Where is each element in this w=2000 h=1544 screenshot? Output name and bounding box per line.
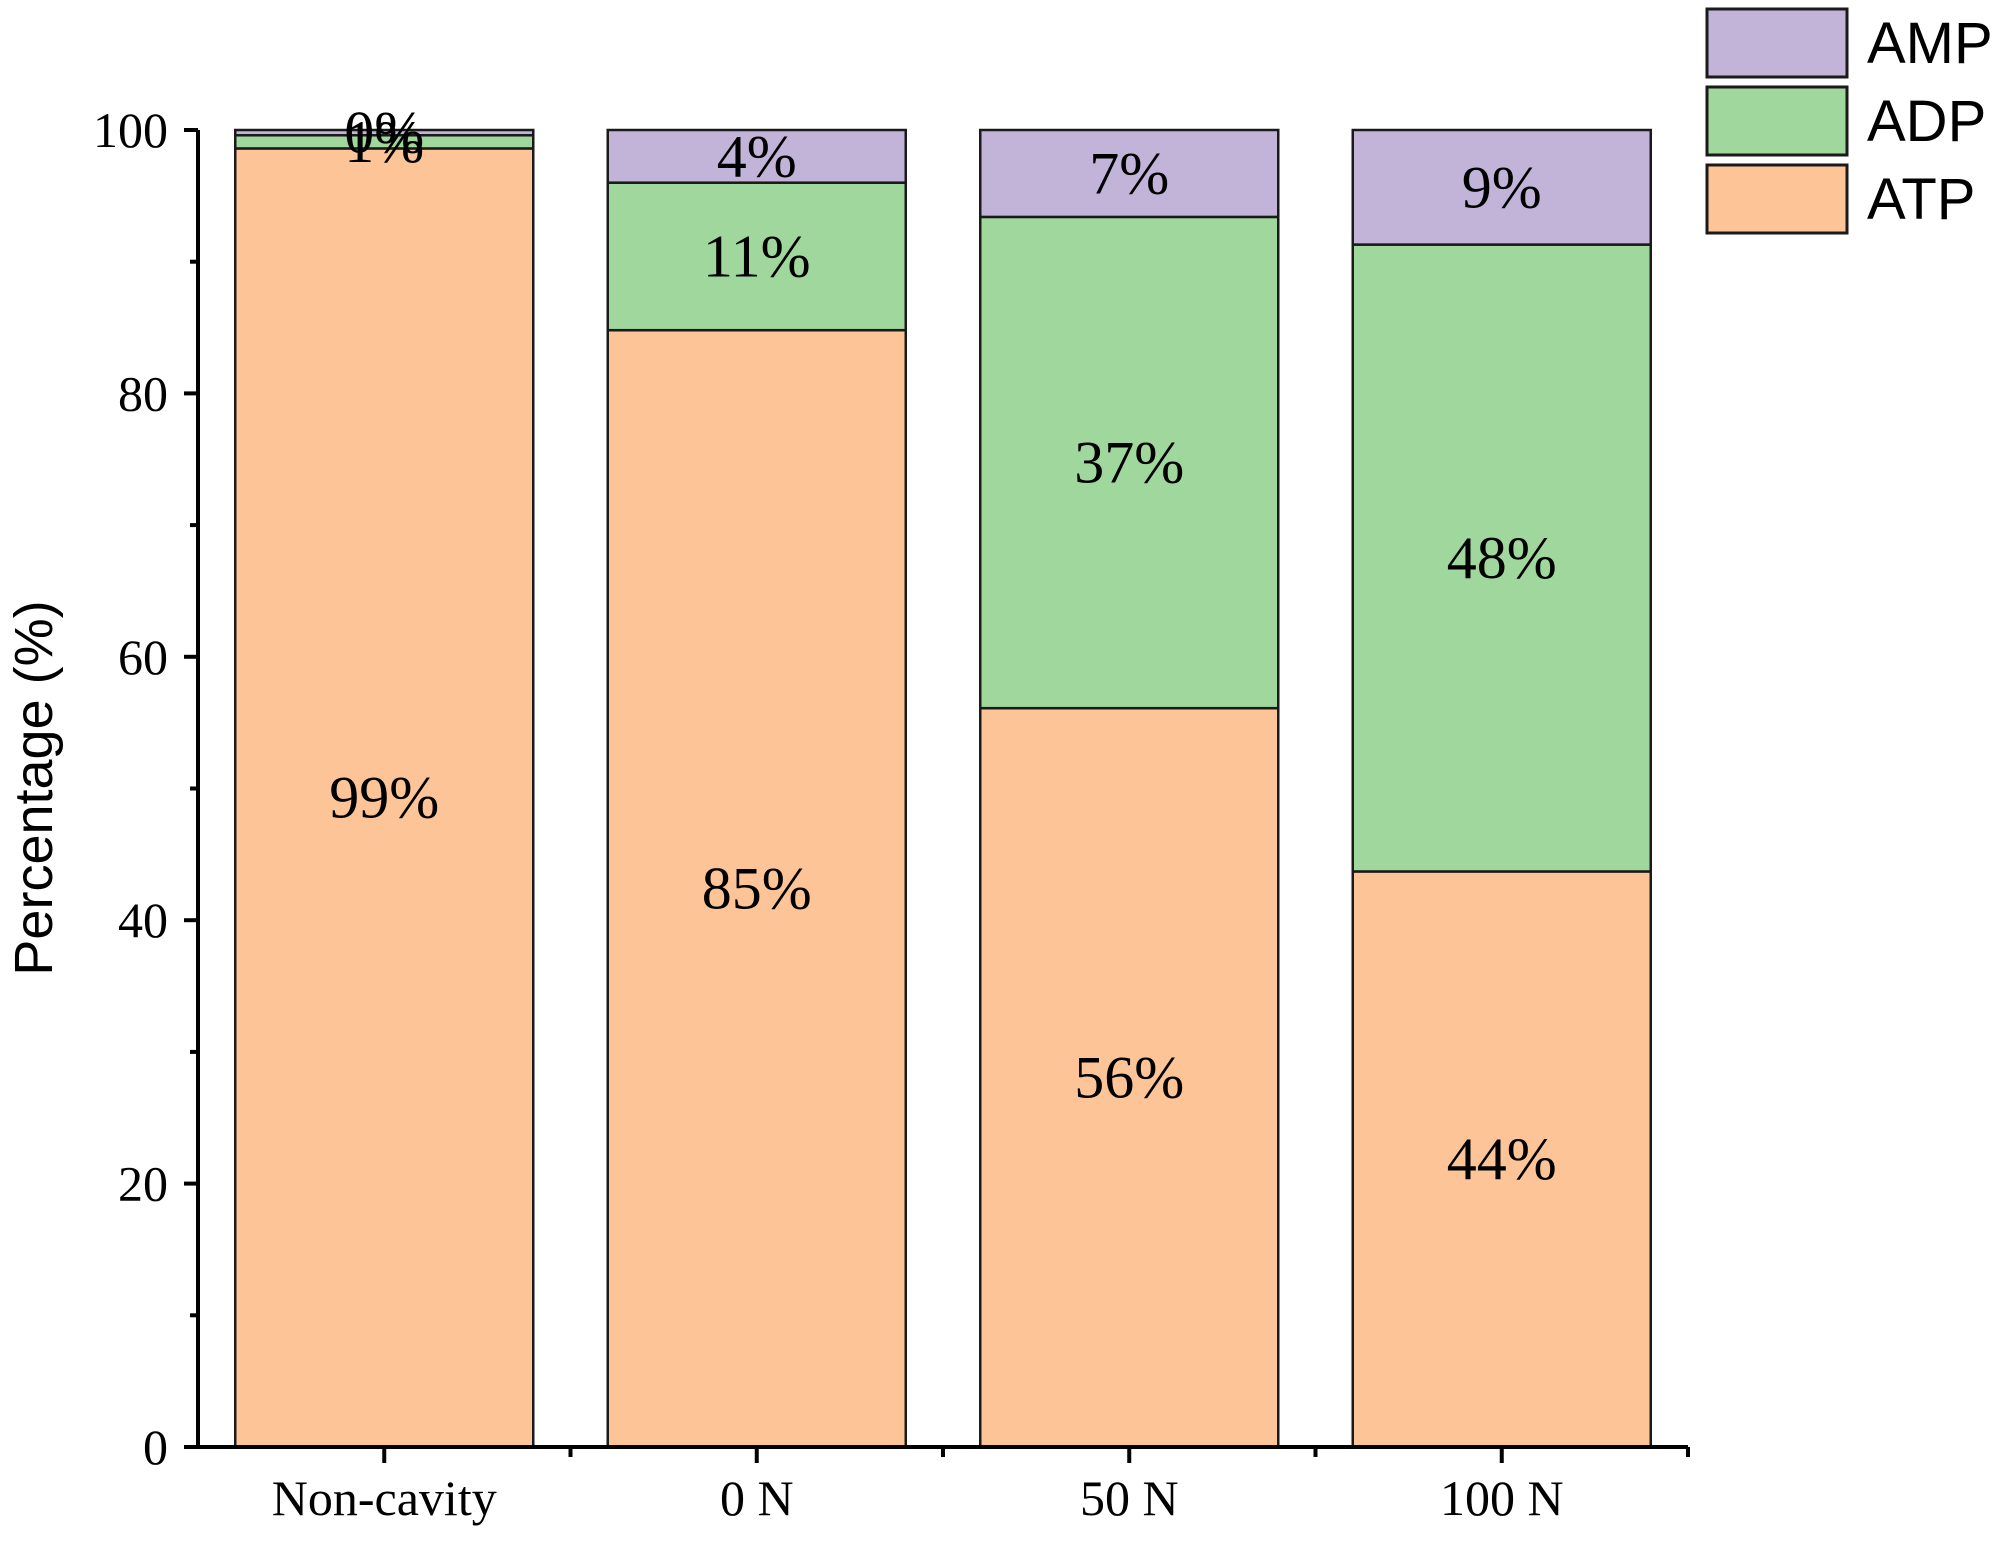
data-label-amp-50-n: 7%: [1089, 140, 1169, 206]
bar-adp-100-n: [1351, 243, 1652, 873]
bar-atp-0-n: [606, 328, 907, 1449]
y-tick-label: 40: [118, 892, 168, 948]
data-label-adp-100-n: 48%: [1447, 525, 1557, 591]
data-label-atp-non-cavity: 99%: [329, 765, 439, 831]
bars-layer: [234, 128, 1652, 1449]
data-label-amp-non-cavity: 0%: [344, 100, 424, 166]
legend-swatch-amp: [1705, 7, 1849, 79]
x-tick-label-0-n: 0 N: [720, 1470, 794, 1526]
y-tick-label: 100: [93, 102, 168, 158]
legend-label-atp: ATP: [1867, 167, 1976, 232]
legend: AMP ADP ATP: [1705, 7, 1993, 235]
bar-adp-50-n: [979, 215, 1280, 710]
legend-swatch-adp: [1705, 85, 1849, 157]
bar-amp-100-n: [1351, 128, 1652, 246]
y-tick-label: 0: [143, 1419, 168, 1475]
data-labels-layer: 99% 1%0% 85% 11% 4% 56% 37% 7% 44% 48% 9%: [329, 100, 1556, 1193]
bar-amp-non-cavity: [234, 128, 535, 137]
x-tick-label-non-cavity: Non-cavity: [272, 1470, 497, 1526]
legend-label-amp: AMP: [1867, 11, 1993, 76]
data-label-adp-50-n: 37%: [1074, 430, 1184, 496]
bar-atp-non-cavity: [234, 147, 535, 1449]
data-label-atp-0-n: 85%: [702, 856, 812, 922]
y-tick-label: 80: [118, 365, 168, 421]
data-label-atp-100-n: 44%: [1447, 1126, 1557, 1192]
data-label-amp-0-n: 4%: [717, 123, 797, 189]
ticks-layer: 0 20 40 60 80 100 Non-cavity 0 N 50 N 100 N: [93, 102, 1690, 1526]
x-tick-label-100-n: 100 N: [1440, 1470, 1564, 1526]
x-tick-label-50-n: 50 N: [1080, 1470, 1179, 1526]
data-label-atp-50-n: 56%: [1074, 1045, 1184, 1111]
legend-label-adp: ADP: [1867, 89, 1986, 154]
data-label-adp-0-n: 11%: [703, 223, 811, 289]
y-axis-title: Percentage (%): [4, 600, 64, 975]
y-tick-label: 20: [118, 1156, 168, 1212]
y-tick-label: 60: [118, 629, 168, 685]
data-label-amp-100-n: 9%: [1462, 154, 1542, 220]
bar-amp-50-n: [979, 128, 1280, 219]
bar-amp-0-n: [606, 128, 907, 184]
legend-swatch-atp: [1705, 163, 1849, 235]
bar-adp-0-n: [606, 181, 907, 332]
data-label-adp-non-cavity: 1%: [344, 109, 424, 175]
